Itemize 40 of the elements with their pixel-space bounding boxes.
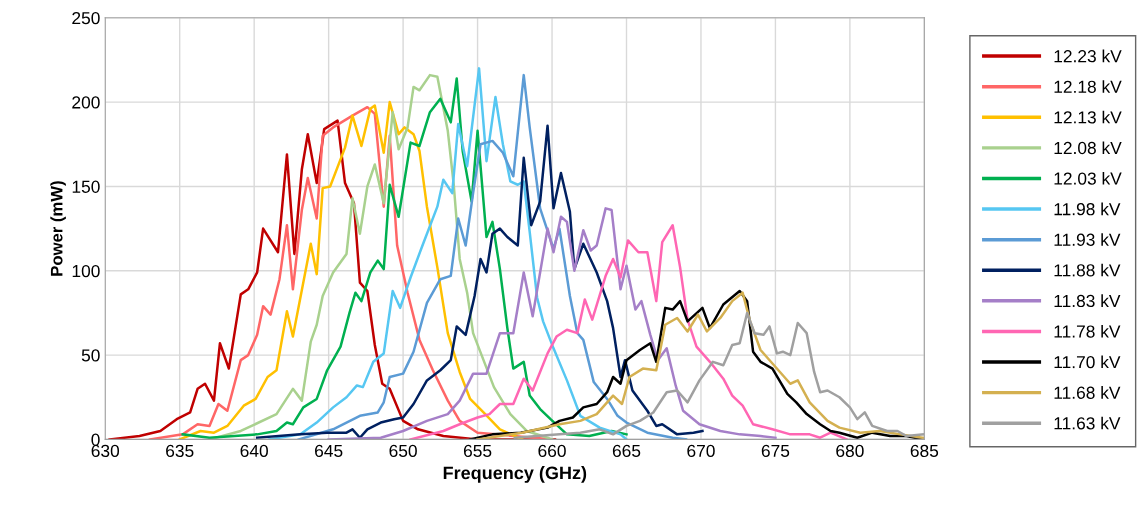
x-tick-label: 645 (315, 444, 343, 458)
legend-label: 11.98 kV (1054, 202, 1121, 216)
x-tick-label: 640 (240, 444, 268, 458)
y-tick-label: 0 (91, 433, 100, 446)
x-tick-label: 670 (687, 444, 715, 458)
x-axis-title: Frequency (GHz) (443, 466, 587, 483)
legend-label: 12.18 kV (1054, 80, 1122, 93)
x-tick-label: 635 (166, 444, 194, 458)
legend-label: 11.93 kV (1054, 233, 1121, 246)
legend-label: 11.88 kV (1054, 263, 1121, 277)
y-axis-title: Power (mW) (50, 181, 66, 276)
legend-label: 11.70 kV (1054, 355, 1121, 369)
x-tick-label: 665 (612, 444, 641, 458)
legend-label: 12.13 kV (1054, 110, 1122, 124)
x-tick-label: 650 (389, 444, 417, 458)
line-series (409, 223, 849, 440)
legend-label: 11.83 kV (1054, 294, 1121, 308)
x-tick-label: 660 (538, 444, 566, 458)
y-tick-label: 100 (72, 264, 100, 278)
line-series (297, 73, 688, 440)
x-tick-label: 655 (463, 444, 492, 458)
y-tick-label: 50 (81, 349, 100, 362)
x-tick-label: 630 (91, 444, 120, 458)
line-series (255, 124, 704, 439)
line-series (267, 67, 628, 440)
line-series (327, 207, 777, 440)
y-tick-label: 200 (72, 96, 100, 109)
legend-label: 12.08 kV (1054, 141, 1122, 155)
legend-label: 12.03 kV (1054, 171, 1122, 185)
y-tick-label: 150 (72, 180, 100, 193)
x-tick-label: 685 (910, 444, 939, 458)
line-series (178, 100, 524, 440)
legend-label: 11.68 kV (1054, 386, 1121, 399)
legend-label: 11.78 kV (1054, 324, 1121, 338)
y-tick-label: 250 (72, 11, 100, 25)
line-series (181, 77, 628, 439)
x-tick-label: 675 (761, 444, 790, 458)
legend-label: 11.63 kV (1054, 416, 1121, 430)
x-tick-label: 680 (836, 444, 864, 458)
legend-label: 12.23 kV (1054, 49, 1122, 63)
